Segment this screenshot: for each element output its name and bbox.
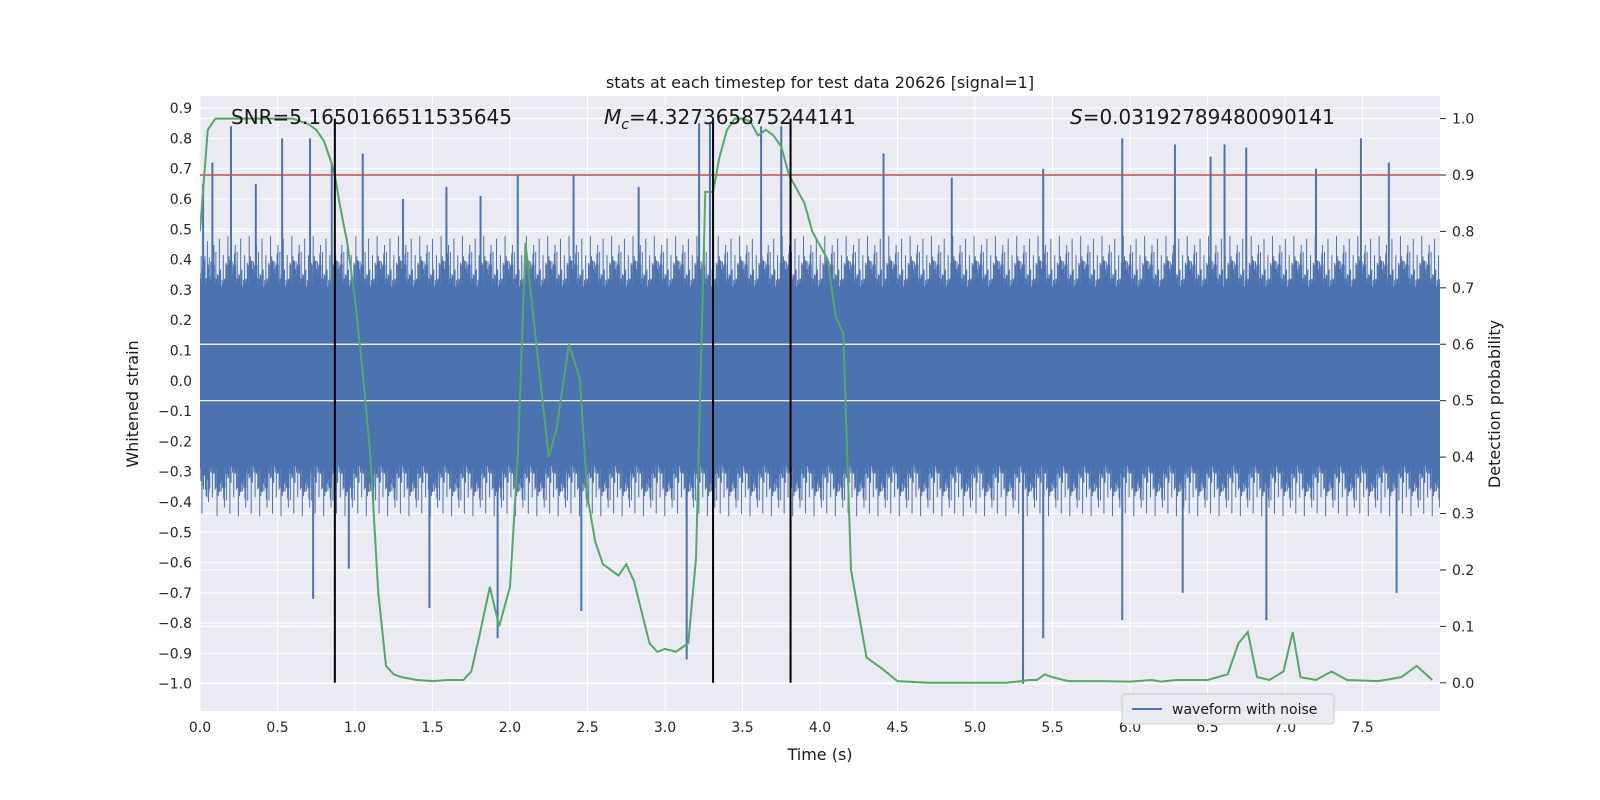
y2-tick-label: 0.8 bbox=[1452, 224, 1474, 240]
y2-tick-label: 0.6 bbox=[1452, 337, 1474, 353]
x-tick-label: 3.0 bbox=[654, 720, 676, 736]
y2-tick-label: 0.3 bbox=[1452, 507, 1474, 523]
s-symbol: S bbox=[1070, 105, 1083, 129]
snr-annotation: SNR=5.1650166511535645 bbox=[231, 105, 512, 129]
y-tick-label: 0.7 bbox=[170, 162, 192, 178]
y-tick-label: −1.0 bbox=[158, 677, 192, 693]
y-tick-label: 0.3 bbox=[170, 283, 192, 299]
x-tick-label: 3.5 bbox=[731, 720, 753, 736]
y-tick-label: −0.4 bbox=[158, 495, 192, 511]
y2-tick-labels: 1.0 0.9 0.8 0.7 0.6 0.5 0.4 0.3 0.2 0.1 0.0 bbox=[1440, 112, 1474, 692]
x-tick-label: 2.0 bbox=[499, 720, 521, 736]
y-tick-label: −0.9 bbox=[158, 646, 192, 662]
x-tick-label: 4.0 bbox=[809, 720, 831, 736]
probability-series bbox=[200, 117, 1433, 684]
x-axis-label: Time (s) bbox=[786, 745, 852, 764]
y-tick-label: −0.1 bbox=[158, 404, 192, 420]
y2-tick-label: 1.0 bbox=[1452, 112, 1474, 128]
x-tick-label: 1.0 bbox=[344, 720, 366, 736]
y2-tick-label: 0.0 bbox=[1452, 676, 1474, 692]
waveform-series bbox=[200, 123, 1440, 684]
y-tick-label: 0.9 bbox=[170, 101, 192, 117]
legend-entry: waveform with noise bbox=[1172, 702, 1317, 718]
y2-tick-label: 0.5 bbox=[1452, 394, 1474, 410]
x-tick-label: 1.5 bbox=[421, 720, 443, 736]
x-tick-label: 4.5 bbox=[886, 720, 908, 736]
y2-axis-label: Detection probability bbox=[1485, 320, 1504, 488]
y-tick-label: 0.4 bbox=[170, 253, 192, 269]
x-tick-label: 7.5 bbox=[1351, 720, 1373, 736]
legend-box bbox=[1121, 693, 1335, 725]
y-tick-label: −0.7 bbox=[158, 586, 192, 602]
chirp-mass-subscript: c bbox=[621, 117, 629, 133]
x-tick-label: 2.5 bbox=[576, 720, 598, 736]
y-tick-label: 0.2 bbox=[170, 313, 192, 329]
s-annotation: S=0.03192789480090141 bbox=[1070, 105, 1335, 129]
y2-tick-label: 0.7 bbox=[1452, 281, 1474, 297]
chart-title: stats at each timestep for test data 206… bbox=[606, 73, 1034, 92]
waveform-line bbox=[200, 236, 1440, 517]
x-tick-label: 5.5 bbox=[1041, 720, 1063, 736]
y-tick-label: −0.2 bbox=[158, 434, 192, 450]
s-value: =0.03192789480090141 bbox=[1083, 105, 1335, 129]
y-tick-label: −0.5 bbox=[158, 525, 192, 541]
y-tick-labels: 0.9 0.8 0.7 0.6 0.5 0.4 0.3 0.2 0.1 0.0 −0.1 −0.2 −0… bbox=[158, 101, 192, 693]
y-tick-label: −0.3 bbox=[158, 465, 192, 481]
y-tick-label: 0.0 bbox=[170, 374, 192, 390]
y2-tick-label: 0.9 bbox=[1452, 168, 1474, 184]
y2-tick-label: 0.2 bbox=[1452, 563, 1474, 579]
y-tick-label: 0.1 bbox=[170, 343, 192, 359]
legend: waveform with noise bbox=[1121, 693, 1335, 725]
y-tick-label: 0.8 bbox=[170, 131, 192, 147]
y2-tick-label: 0.4 bbox=[1452, 450, 1474, 466]
y-tick-label: 0.5 bbox=[170, 222, 192, 238]
y2-tick-label: 0.1 bbox=[1452, 619, 1474, 635]
chirp-mass-symbol: M bbox=[604, 105, 621, 129]
x-tick-label: 0.5 bbox=[266, 720, 288, 736]
chirp-mass-annotation: Mc=4.327365875244141 bbox=[604, 105, 856, 133]
y-axis-label: Whitened strain bbox=[123, 340, 142, 467]
y-tick-label: −0.8 bbox=[158, 616, 192, 632]
x-tick-label: 0.0 bbox=[189, 720, 211, 736]
chirp-mass-value: =4.327365875244141 bbox=[629, 105, 856, 129]
probability-line bbox=[200, 117, 1433, 684]
y-tick-label: 0.6 bbox=[170, 192, 192, 208]
x-tick-label: 5.0 bbox=[964, 720, 986, 736]
event-markers bbox=[333, 118, 792, 683]
y-tick-label: −0.6 bbox=[158, 556, 192, 572]
